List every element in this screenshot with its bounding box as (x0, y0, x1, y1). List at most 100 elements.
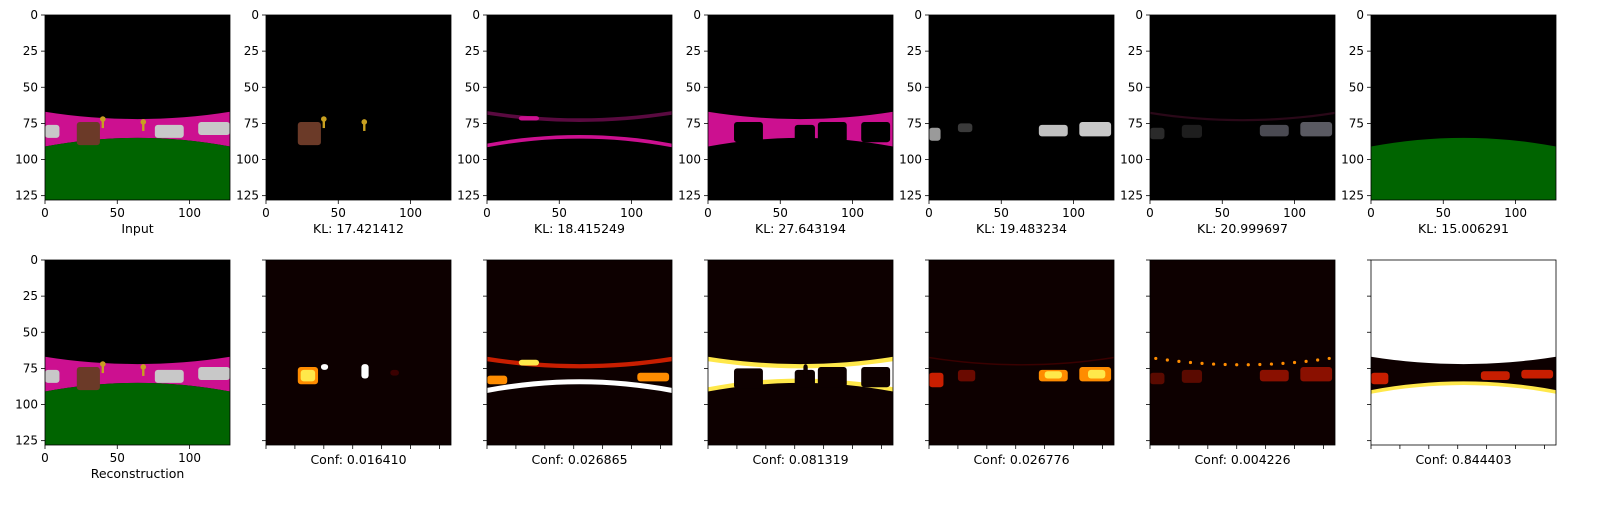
y-tick-label: 50 (907, 80, 922, 94)
panel-caption: KL: 18.415249 (534, 221, 625, 236)
panel-frame (707, 14, 894, 201)
panel-image (45, 260, 230, 445)
x-tick-label: 100 (178, 451, 201, 465)
y-tick-label: 25 (686, 44, 701, 58)
heat-dot (1235, 363, 1239, 367)
y-tick-label: 0 (472, 8, 480, 22)
car-object (929, 127, 941, 141)
x-tick-label: 100 (620, 206, 643, 220)
car-object (45, 124, 60, 138)
heat-blob (1300, 366, 1333, 382)
y-tick-label: 125 (15, 189, 38, 203)
panel-caption: KL: 27.643194 (755, 221, 846, 236)
heat-hole (803, 364, 808, 379)
heat-blob (390, 369, 399, 376)
heat-blob (1181, 369, 1203, 383)
y-tick-label: 50 (23, 80, 38, 94)
key-object (321, 116, 327, 129)
car-object (1038, 124, 1068, 137)
y-tick-label: 75 (23, 361, 38, 375)
panel-caption: Conf: 0.026865 (531, 452, 627, 467)
y-tick-label: 25 (244, 44, 259, 58)
car-object (154, 124, 184, 138)
heat-dot (1188, 360, 1193, 365)
x-tick-label: 0 (483, 206, 491, 220)
wall-edge-top (1150, 111, 1335, 122)
floor-region (45, 137, 230, 200)
x-tick-label: 50 (773, 206, 788, 220)
y-tick-label: 25 (465, 44, 480, 58)
y-tick-label: 75 (1349, 116, 1364, 130)
conf-3-panel: Conf: 0.081319 (704, 259, 894, 467)
y-tick-label: 100 (15, 153, 38, 167)
panel-image (266, 15, 451, 200)
bag-object (297, 121, 321, 146)
x-tick-label: 100 (399, 206, 422, 220)
panel-frame (486, 14, 673, 201)
wall-edge-bottom (487, 135, 672, 148)
y-tick-label: 100 (15, 398, 38, 412)
panel-image (45, 15, 230, 200)
panel-image (1371, 15, 1556, 200)
panel-frame (44, 14, 231, 201)
y-tick-label: 25 (1349, 44, 1364, 58)
y-tick-label: 125 (1120, 189, 1143, 203)
y-tick-label: 0 (914, 8, 922, 22)
car-object (154, 369, 184, 383)
heat-hole (861, 366, 891, 388)
x-tick-label: 50 (1215, 206, 1230, 220)
x-tick-label: 100 (1504, 206, 1527, 220)
panel-background (1150, 260, 1335, 445)
heat-wall-region (1371, 356, 1556, 392)
panel-caption: KL: 17.421412 (313, 221, 404, 236)
panel-frame (486, 259, 673, 446)
panel-frame (1149, 259, 1336, 446)
heat-hole (817, 366, 847, 388)
y-tick-label: 100 (457, 153, 480, 167)
heat-blob (957, 369, 976, 382)
panel-image (1150, 15, 1335, 200)
heat-dot (1292, 360, 1297, 365)
panel-image (708, 260, 893, 445)
y-tick-label: 125 (899, 189, 922, 203)
car-object (45, 369, 60, 383)
panel-frame (928, 14, 1115, 201)
y-tick-label: 75 (23, 116, 38, 130)
y-tick-label: 0 (30, 8, 38, 22)
y-tick-label: 125 (457, 189, 480, 203)
x-tick-label: 50 (1436, 206, 1451, 220)
conf-1-panel: Conf: 0.016410 (262, 259, 452, 467)
bag-object (76, 366, 100, 391)
y-tick-label: 50 (686, 80, 701, 94)
heat-blob (487, 375, 508, 385)
y-tick-label: 50 (1128, 80, 1143, 94)
panel-image (1371, 260, 1556, 445)
panel-background (487, 260, 672, 445)
conf-4-panel: Conf: 0.026776 (925, 259, 1115, 467)
y-tick-label: 0 (251, 8, 259, 22)
panel-image (929, 15, 1114, 200)
heat-dot (1211, 362, 1216, 366)
x-tick-label: 0 (925, 206, 933, 220)
panel-background (929, 15, 1114, 200)
panel-caption: KL: 15.006291 (1418, 221, 1509, 236)
key-object (361, 119, 368, 131)
heat-dot (1269, 362, 1274, 366)
x-tick-label: 0 (262, 206, 270, 220)
y-tick-label: 100 (678, 153, 701, 167)
y-tick-label: 100 (236, 153, 259, 167)
object-hole (734, 121, 763, 143)
x-tick-label: 0 (1367, 206, 1375, 220)
panel-background (929, 260, 1114, 445)
y-tick-label: 75 (907, 116, 922, 130)
y-tick-label: 0 (693, 8, 701, 22)
panel-background (708, 15, 893, 200)
y-tick-label: 100 (1341, 153, 1364, 167)
object-hole (794, 124, 815, 143)
panel-frame (1149, 14, 1336, 201)
panel-background (1150, 15, 1335, 200)
panel-frame (44, 259, 231, 446)
x-tick-label: 50 (552, 206, 567, 220)
